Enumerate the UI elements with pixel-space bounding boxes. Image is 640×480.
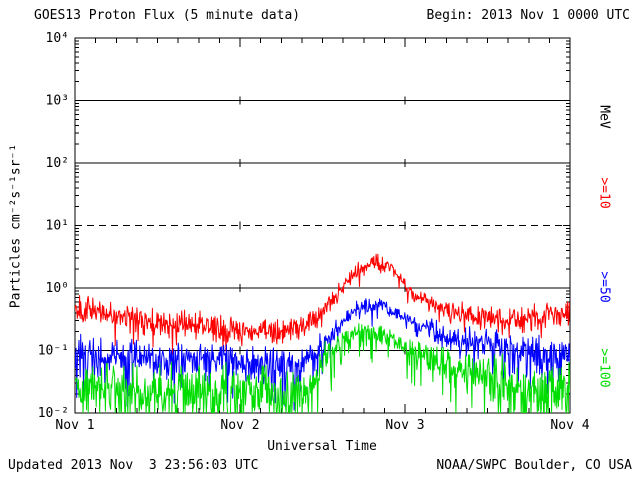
x-tick-label: Nov 2 (220, 418, 259, 433)
right-label-ge50: >=50 (596, 271, 612, 303)
series-line-ge10 (75, 253, 570, 355)
y-tick-label: 10⁰ (46, 281, 69, 296)
grid (75, 100, 570, 351)
y-tick-label: 10⁻² (38, 406, 69, 421)
series-line-ge100 (75, 323, 570, 413)
right-label-ge100: >=100 (596, 348, 612, 388)
flux-series (75, 253, 570, 413)
plot-frame (74, 37, 571, 414)
x-tick-label: Nov 1 (55, 418, 94, 433)
x-axis-label: Universal Time (267, 439, 377, 454)
source-credit: NOAA/SWPC Boulder, CO USA (436, 458, 632, 473)
y-axis-label: Particles cm⁻²s⁻¹sr⁻¹ (8, 143, 24, 309)
begin-timestamp: Begin: 2013 Nov 1 0000 UTC (426, 8, 631, 23)
series-line-ge50 (75, 298, 570, 411)
y-tick-label: 10⁻¹ (38, 344, 69, 359)
right-label-mev: MeV (596, 105, 612, 129)
updated-timestamp: Updated 2013 Nov 3 23:56:03 UTC (8, 458, 259, 473)
y-tick-label: 10¹ (46, 219, 69, 234)
x-tick-label: Nov 3 (385, 418, 424, 433)
y-tick-label: 10³ (46, 94, 69, 109)
y-tick-label: 10² (46, 156, 69, 171)
chart-title: GOES13 Proton Flux (5 minute data) (34, 8, 301, 23)
right-label-ge10: >=10 (596, 177, 612, 209)
x-tick-label: Nov 4 (550, 418, 589, 433)
y-tick-label: 10⁴ (46, 31, 69, 46)
